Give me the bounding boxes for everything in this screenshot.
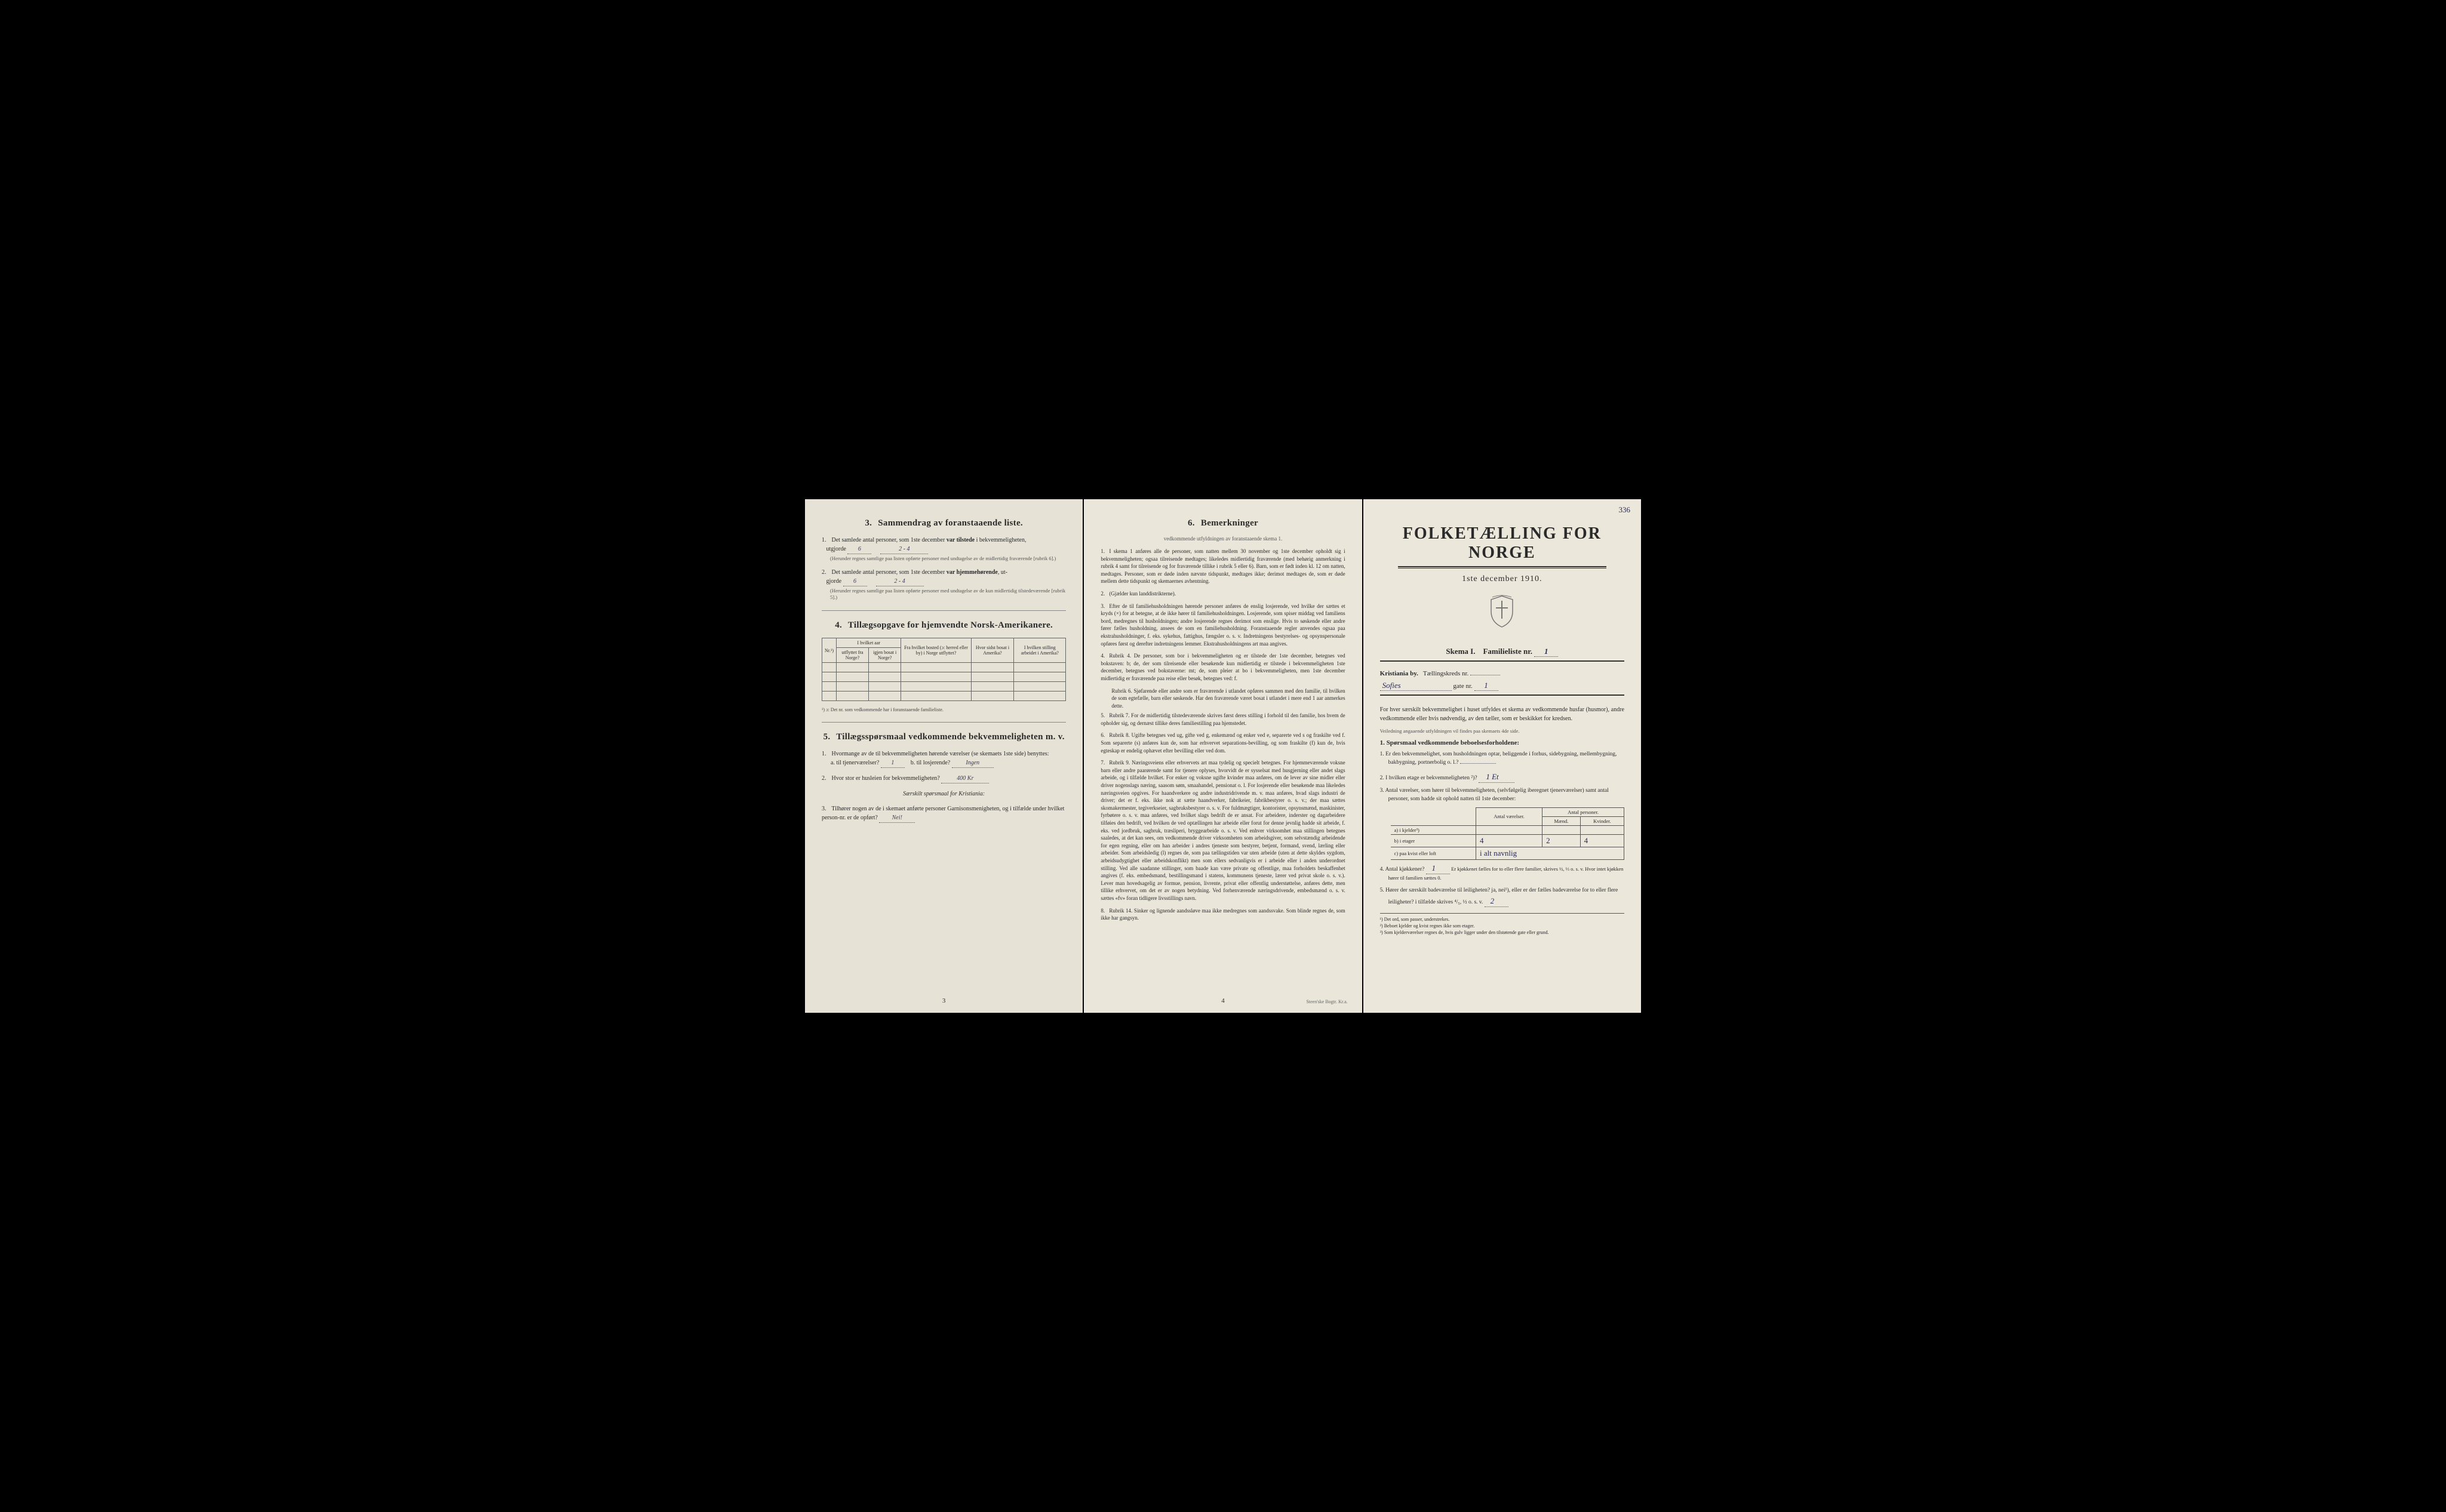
page-number: 3 (942, 997, 946, 1004)
corner-number: 336 (1618, 505, 1630, 515)
remark-item: 8.Rubrik 14. Sinker og lignende aandsslø… (1101, 907, 1345, 922)
remark-item: 4.Rubrik 4. De personer, som bor i bekve… (1101, 652, 1345, 682)
printer-credit: Steen'ske Bogtr. Kr.a. (1306, 999, 1347, 1004)
table-row (822, 692, 1066, 701)
gate-line: Sofies gate nr. 1 (1380, 681, 1624, 691)
divider (822, 610, 1066, 611)
q4: 4. Antal kjøkkener? 1 Er kjøkkenet fælle… (1380, 862, 1624, 883)
page-right: 336 FOLKETÆLLING FOR NORGE 1ste december… (1363, 499, 1641, 1013)
q5-value: 2 (1485, 895, 1508, 908)
section3-item1: 1. Det samlede antal personer, som 1ste … (822, 536, 1066, 562)
q2-value: 1 Et (1479, 771, 1514, 783)
gate-name: Sofies (1380, 681, 1452, 691)
rooms-table: Antal værelser. Antal personer. Mænd. Kv… (1391, 807, 1624, 860)
questions-header: 1. Spørsmaal vedkommende beboelsesforhol… (1380, 739, 1624, 746)
tjenervaerelser-value: 1 (881, 758, 905, 768)
census-date: 1ste december 1910. (1380, 574, 1624, 584)
thick-rule (1380, 694, 1624, 696)
table-row: b) i etager 4 2 4 (1391, 834, 1624, 847)
census-document: 3. Sammendrag av foranstaaende liste. 1.… (805, 499, 1641, 1013)
intro-text: For hver særskilt bekvemmelighet i huset… (1380, 705, 1624, 723)
value-tilstede-total: 6 (847, 545, 871, 554)
divider (822, 722, 1066, 723)
section5-item3: 3. Tilhører nogen av de i skemaet anført… (822, 804, 1066, 823)
skema-line: Skema I. Familieliste nr. 1 (1380, 647, 1624, 657)
remark-item: 3.Efter de til familiehusholdningen høre… (1101, 603, 1345, 648)
kristiania-line: Kristiania by. Tællingskreds nr. (1380, 670, 1624, 677)
remark-item: 5.Rubrik 7. For de midlertidig tilstedev… (1101, 712, 1345, 727)
losjerende-value: Ingen (952, 758, 994, 768)
section5-item2: 2. Hvor stor er husleien for bekvemmelig… (822, 774, 1066, 783)
remark-item: 2.(Gjælder kun landdistrikterne). (1101, 590, 1345, 598)
table-row (822, 663, 1066, 672)
value-hjemme-total: 6 (843, 577, 867, 586)
table-row: a) i kjelder³) (1391, 825, 1624, 834)
section3-title: 3. Sammendrag av foranstaaende liste. (822, 518, 1066, 528)
remark-item: 6.Rubrik 8. Ugifte betegnes ved ug, gift… (1101, 732, 1345, 754)
section5-title: 5. Tillægsspørsmaal vedkommende bekvemme… (822, 732, 1066, 742)
norsk-amerikanere-table: Nr.¹) I hvilket aar Fra hvilket bosted (… (822, 638, 1066, 701)
q1: 1. Er den bekvemmelighet, som husholdnin… (1380, 750, 1624, 767)
value-tilstede-mf: 2 - 4 (880, 545, 928, 554)
q2: 2. I hvilken etage er bekvemmeligheten ²… (1380, 771, 1624, 783)
table-row (822, 682, 1066, 692)
table-row (822, 672, 1066, 682)
section6-title: 6. Bemerkninger (1101, 518, 1345, 528)
section5-item1: 1. Hvormange av de til bekvemmeligheten … (822, 749, 1066, 768)
page-middle: 6. Bemerkninger vedkommende utfyldningen… (1084, 499, 1362, 1013)
title-rule (1398, 566, 1606, 568)
remarks-list: 1.I skema 1 anføres alle de personer, so… (1101, 548, 1345, 922)
garnison-value: Nei! (879, 813, 915, 823)
census-title: FOLKETÆLLING FOR NORGE (1380, 524, 1624, 563)
table-row: c) paa kvist eller loft i alt navnlig (1391, 847, 1624, 859)
familieliste-nr: 1 (1534, 647, 1558, 657)
section3-item2: 2. Det samlede antal personer, som 1ste … (822, 568, 1066, 601)
coat-of-arms-icon (1380, 595, 1624, 635)
footnotes: ¹) Det ord, som passer, understrekes. ²)… (1380, 913, 1624, 936)
remark-item: 7.Rubrik 9. Næringsveiens eller erhverve… (1101, 759, 1345, 902)
husleie-value: 400 Kr (941, 774, 989, 783)
section4-title: 4. Tillægsopgave for hjemvendte Norsk-Am… (822, 620, 1066, 631)
page-left: 3. Sammendrag av foranstaaende liste. 1.… (805, 499, 1083, 1013)
q1-value (1460, 763, 1496, 764)
q3: 3. Antal værelser, som hører til bekvemm… (1380, 786, 1624, 804)
thick-rule (1380, 660, 1624, 662)
remark-sub: Rubrik 6. Sjøfarende eller andre som er … (1101, 687, 1345, 710)
gate-nr: 1 (1474, 681, 1498, 691)
value-hjemme-mf: 2 - 4 (876, 577, 924, 586)
q5: 5. Hører der særskilt badeværelse til le… (1380, 886, 1624, 907)
remark-item: 1.I skema 1 anføres alle de personer, so… (1101, 548, 1345, 585)
q4-value: 1 (1426, 862, 1450, 875)
page-number: 4 (1221, 997, 1225, 1004)
kristiania-subhead: Særskilt spørsmaal for Kristiania: (822, 789, 1066, 798)
